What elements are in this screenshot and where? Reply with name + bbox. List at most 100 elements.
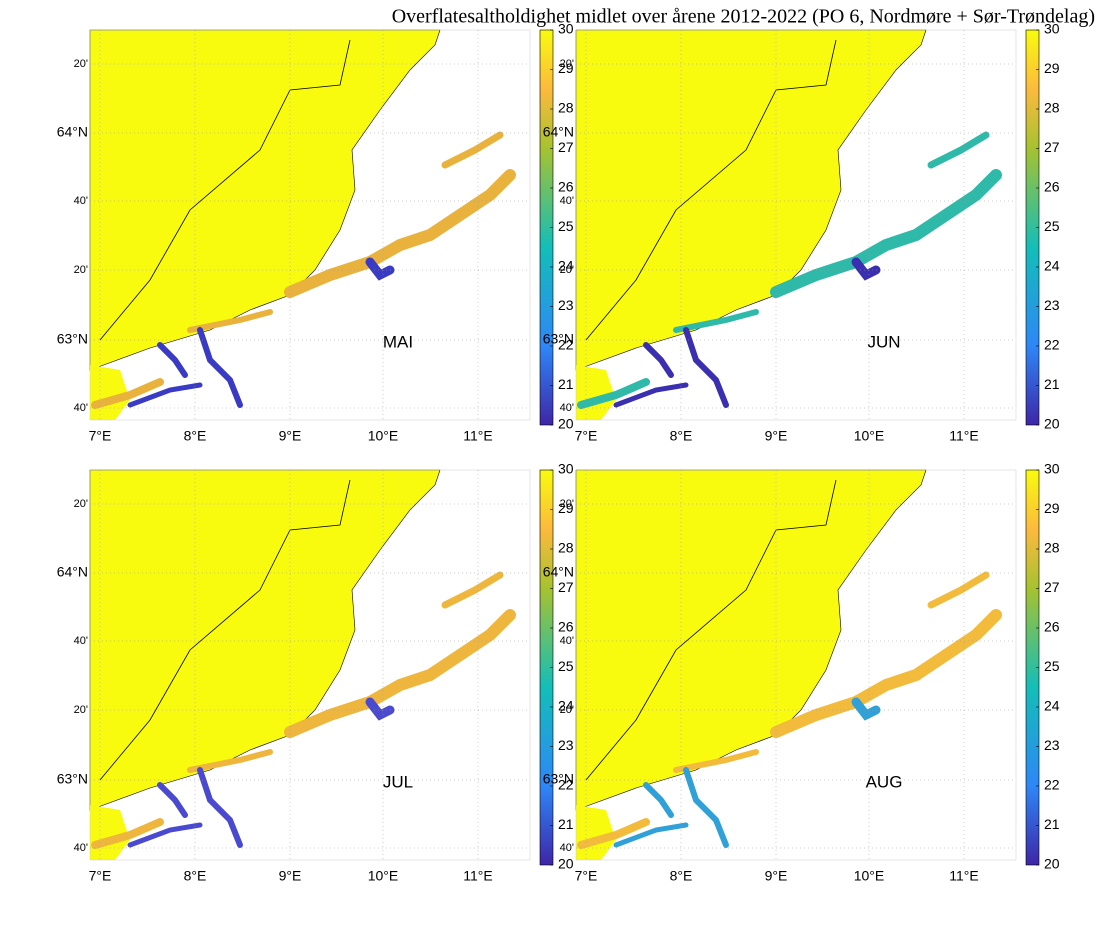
colorbar-tick-label: 29 [558, 500, 574, 516]
colorbar-tick-label: 25 [558, 658, 574, 674]
colorbar-tick-label: 20 [558, 856, 574, 872]
colorbar-tick-label: 25 [1044, 218, 1060, 234]
colorbar-tick-label: 28 [558, 540, 574, 556]
panel-label: AUG [866, 772, 903, 791]
panel-label: MAI [383, 332, 413, 351]
lon-tick-label: 8°E [670, 868, 693, 884]
lat-tick-label: 40' [74, 402, 88, 414]
colorbar-tick-label: 30 [1044, 461, 1060, 477]
lon-tick-label: 11°E [463, 428, 492, 444]
lon-tick-label: 11°E [949, 868, 978, 884]
axes-frame [89, 469, 531, 861]
lon-tick-label: 10°E [854, 428, 885, 444]
colorbar-tick-label: 20 [1044, 856, 1060, 872]
lon-tick-label: 7°E [575, 868, 598, 884]
lat-tick-label: 20' [560, 264, 574, 276]
lat-tick-label: 20' [74, 704, 88, 716]
colorbar-tick-label: 30 [1044, 21, 1060, 37]
lon-tick-label: 8°E [670, 428, 693, 444]
lat-tick-label: 40' [560, 402, 574, 414]
map-panel: 7°E 8°E 9°E 10°E 11°E 20' 64°N 40' 20' 63°N 40' JUN [543, 30, 1016, 444]
lat-tick-label: 20' [560, 58, 574, 70]
lon-tick-label: 11°E [463, 868, 492, 884]
panel-label: JUL [383, 772, 413, 791]
colorbar-tick-label: 23 [1044, 737, 1060, 753]
colorbar-tick-label: 30 [558, 21, 574, 37]
lon-tick-label: 8°E [184, 868, 207, 884]
colorbar-tick-label: 23 [558, 737, 574, 753]
colorbar-tick-label: 22 [558, 777, 574, 793]
colorbar-tick-label: 29 [558, 60, 574, 76]
lon-tick-label: 10°E [368, 428, 399, 444]
lon-tick-label: 10°E [368, 868, 399, 884]
lat-tick-label: 20' [560, 498, 574, 510]
colorbar-tick-label: 21 [1044, 376, 1060, 392]
map [90, 470, 530, 860]
lat-tick-label: 40' [74, 842, 88, 854]
colorbar-tick-label: 26 [1044, 619, 1060, 635]
map [576, 30, 1016, 420]
colorbar-tick-label: 24 [558, 698, 574, 714]
lat-tick-label: 64°N [57, 124, 88, 140]
lat-tick-label: 64°N [57, 564, 88, 580]
colorbar-tick-label: 28 [1044, 540, 1060, 556]
colorbar-tick-label: 27 [1044, 139, 1060, 155]
colorbar-tick-label: 23 [1044, 297, 1060, 313]
lon-tick-label: 8°E [184, 428, 207, 444]
lat-tick-label: 63°N [543, 331, 574, 347]
colorbar-tick-label: 22 [1044, 777, 1060, 793]
map [90, 30, 530, 420]
map-panel: 7°E 8°E 9°E 10°E 11°E 20' 64°N 40' 20' 63°N 40' AUG [543, 470, 1016, 884]
colorbar-tick-label: 22 [1044, 337, 1060, 353]
colorbar-tick-label: 20 [558, 416, 574, 432]
colorbar-tick-label: 20 [1044, 416, 1060, 432]
colorbar-tick-label: 27 [558, 579, 574, 595]
colorbar-tick-label: 24 [1044, 258, 1060, 274]
colorbar-tick-label: 26 [1044, 179, 1060, 195]
lon-tick-label: 9°E [765, 868, 788, 884]
lat-tick-label: 40' [560, 195, 574, 207]
lon-tick-label: 10°E [854, 868, 885, 884]
figure-title: Overflatesaltholdighet midlet over årene… [392, 6, 1095, 28]
colorbar-tick-label: 25 [558, 218, 574, 234]
lat-tick-label: 63°N [57, 331, 88, 347]
lat-tick-label: 20' [74, 498, 88, 510]
lat-tick-label: 63°N [543, 771, 574, 787]
colorbar-tick-label: 30 [558, 461, 574, 477]
lat-tick-label: 63°N [57, 771, 88, 787]
axes-frame [575, 29, 1017, 421]
colorbar-tick-label: 21 [558, 816, 574, 832]
lat-tick-label: 64°N [543, 564, 574, 580]
lon-tick-label: 9°E [279, 868, 302, 884]
colorbar-tick-label: 27 [1044, 579, 1060, 595]
lat-tick-label: 20' [74, 58, 88, 70]
lat-tick-label: 40' [560, 842, 574, 854]
colorbar-tick-label: 28 [1044, 100, 1060, 116]
lat-tick-label: 20' [560, 704, 574, 716]
colorbar-tick-label: 25 [1044, 658, 1060, 674]
colorbar-tick-label: 27 [558, 139, 574, 155]
lon-tick-label: 9°E [279, 428, 302, 444]
map-panel: 7°E 8°E 9°E 10°E 11°E 20' 64°N 40' 20' 63°N 40' JUL [57, 470, 530, 884]
colorbar-tick-label: 23 [558, 297, 574, 313]
colorbar-tick-label: 26 [558, 619, 574, 635]
colorbar-tick-label: 24 [1044, 698, 1060, 714]
lon-tick-label: 9°E [765, 428, 788, 444]
axes-frame [575, 469, 1017, 861]
colorbar-tick-label: 21 [558, 376, 574, 392]
map-panel: 7°E 8°E 9°E 10°E 11°E 20' 64°N 40' 20' 63°N 40' MAI [57, 30, 530, 444]
colorbar-tick-label: 29 [1044, 60, 1060, 76]
lon-tick-label: 7°E [89, 428, 112, 444]
colorbar-tick-label: 29 [1044, 500, 1060, 516]
axes-frame [89, 29, 531, 421]
colorbar-tick-label: 22 [558, 337, 574, 353]
lat-tick-label: 40' [74, 195, 88, 207]
colorbar-tick-label: 24 [558, 258, 574, 274]
lon-tick-label: 11°E [949, 428, 978, 444]
lon-tick-label: 7°E [89, 868, 112, 884]
panel-label: JUN [867, 332, 900, 351]
colorbar-tick-label: 26 [558, 179, 574, 195]
lat-tick-label: 64°N [543, 124, 574, 140]
lat-tick-label: 40' [560, 635, 574, 647]
